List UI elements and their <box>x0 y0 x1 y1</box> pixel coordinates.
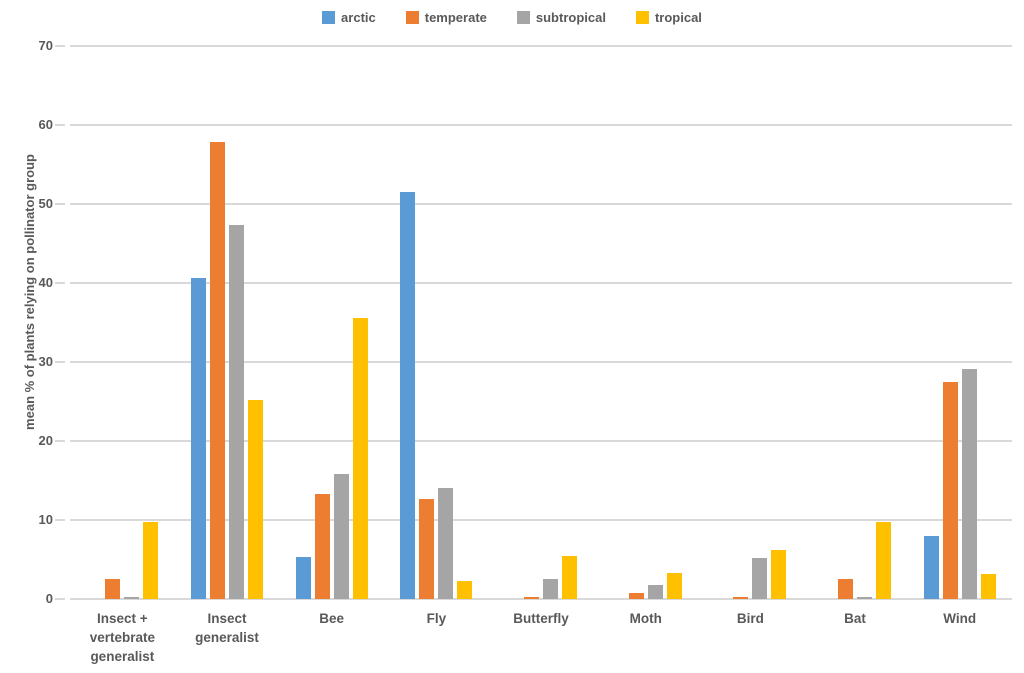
legend-item-arctic: arctic <box>322 10 376 25</box>
y-tick-50 <box>55 203 65 205</box>
bar-temperate <box>524 597 540 599</box>
bar-group <box>593 46 698 599</box>
y-tick-label-10: 10 <box>38 511 53 527</box>
legend: arctic temperate subtropical tropical <box>0 10 1024 25</box>
y-tick-label-70: 70 <box>38 37 53 53</box>
x-axis-label: Bee <box>319 611 345 626</box>
y-tick-label-60: 60 <box>38 116 53 132</box>
y-axis-title: mean % of plants relying on pollinator g… <box>22 154 37 430</box>
bar-group <box>698 46 803 599</box>
bar-tropical <box>876 522 892 599</box>
y-tick-label-50: 50 <box>38 195 53 211</box>
bar-subtropical <box>333 474 349 599</box>
bar-arctic <box>295 557 311 599</box>
bar-tropical <box>771 550 787 599</box>
bar-temperate <box>314 494 330 599</box>
y-tick-40 <box>55 282 65 284</box>
bar-group <box>175 46 280 599</box>
legend-item-subtropical: subtropical <box>516 10 606 25</box>
y-tick-20 <box>55 440 65 442</box>
bar-tropical <box>562 556 578 599</box>
bar-subtropical <box>438 488 454 599</box>
x-axis-label: Moth <box>629 611 662 626</box>
gridline-70 <box>70 45 1012 47</box>
x-axis-label: Bird <box>736 611 764 626</box>
y-tick-60 <box>55 124 65 126</box>
gridline-40 <box>70 282 1012 284</box>
legend-label: arctic <box>341 10 376 25</box>
x-axis-label: Butterfly <box>513 611 569 626</box>
gridline-60 <box>70 124 1012 126</box>
gridline-10 <box>70 519 1012 521</box>
gridline-20 <box>70 440 1012 442</box>
legend-label: subtropical <box>535 10 606 25</box>
gridline-50 <box>70 203 1012 205</box>
bar-subtropical <box>543 579 559 599</box>
bar-temperate <box>210 142 225 599</box>
bar-subtropical <box>961 369 977 599</box>
y-tick-0 <box>55 598 65 600</box>
y-tick-70 <box>55 45 65 47</box>
bar-temperate <box>628 593 644 599</box>
y-tick-label-0: 0 <box>45 590 53 606</box>
x-axis-label: Insect + vertebrate generalist <box>89 611 155 664</box>
bar-tropical <box>666 573 682 599</box>
y-tick-30 <box>55 361 65 363</box>
bar-temperate <box>838 579 854 599</box>
bar-arctic <box>923 536 939 599</box>
plot-area: 0 10 20 30 40 50 60 70 <box>39 38 1012 606</box>
bar-group <box>803 46 908 599</box>
bar-groups <box>70 46 1012 599</box>
bar-group <box>384 46 489 599</box>
arctic-swatch-icon <box>322 11 336 24</box>
bar-temperate <box>419 499 435 599</box>
bar-tropical <box>457 581 473 599</box>
y-tick-label-30: 30 <box>38 353 53 369</box>
legend-item-tropical: tropical <box>635 10 702 25</box>
y-tick-label-20: 20 <box>38 432 53 448</box>
bar-group <box>70 46 175 599</box>
bar-tropical <box>248 400 263 599</box>
legend-item-temperate: temperate <box>405 10 487 25</box>
x-axis-label: Insect generalist <box>195 611 259 645</box>
temperate-swatch-icon <box>405 11 419 24</box>
bar-subtropical <box>752 558 768 599</box>
x-axis-label: Wind <box>943 611 977 626</box>
bar-group <box>907 46 1012 599</box>
bar-arctic <box>400 192 416 599</box>
y-tick-label-40: 40 <box>38 274 53 290</box>
bar-subtropical <box>124 597 140 599</box>
tropical-swatch-icon <box>635 11 649 24</box>
bar-temperate <box>733 597 749 599</box>
bar-temperate <box>105 579 121 599</box>
bar-tropical <box>980 574 996 599</box>
bar-subtropical <box>857 597 873 599</box>
bar-group <box>489 46 594 599</box>
x-axis-labels: Insect + vertebrate generalist Insect gen… <box>70 609 1012 666</box>
bar-temperate <box>942 382 958 599</box>
gridline-0 <box>70 598 1012 600</box>
bar-arctic <box>191 278 206 599</box>
subtropical-swatch-icon <box>516 11 530 24</box>
bar-group <box>279 46 384 599</box>
bar-subtropical <box>229 225 244 599</box>
bar-subtropical <box>647 585 663 599</box>
gridline-30 <box>70 361 1012 363</box>
bar-tropical <box>352 318 368 599</box>
legend-label: temperate <box>424 10 487 25</box>
bar-tropical <box>143 522 159 599</box>
y-tick-10 <box>55 519 65 521</box>
x-axis-label: Fly <box>426 611 447 626</box>
legend-label: tropical <box>654 10 702 25</box>
x-axis-label: Bat <box>844 611 866 626</box>
